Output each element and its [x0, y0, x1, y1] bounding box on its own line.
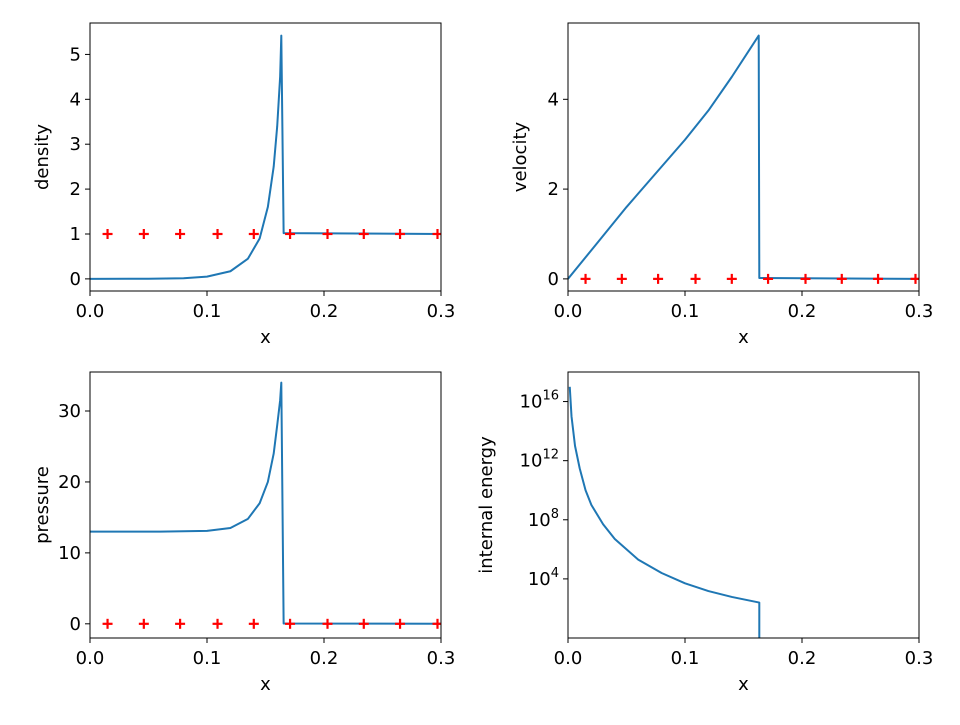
y-tick-label: 1012: [520, 448, 559, 472]
y-tick-label: 1016: [520, 389, 559, 413]
y-tick-label: 2: [70, 179, 81, 200]
data-point-marker: [726, 273, 737, 284]
y-tick-label: 20: [58, 472, 81, 493]
data-point-marker: [175, 228, 186, 239]
data-point-marker: [102, 228, 113, 239]
data-point-marker: [836, 273, 847, 284]
x-tick-label: 0.1: [671, 301, 700, 322]
data-point-marker: [248, 228, 259, 239]
data-point-marker: [285, 228, 296, 239]
x-tick-label: 0.0: [76, 648, 105, 669]
data-point-marker: [358, 228, 369, 239]
axes-frame: [567, 22, 920, 292]
axes-frame: [567, 371, 920, 639]
data-point-marker: [212, 228, 223, 239]
pressure-panel: 0.0 0.1 0.2 0.3 0 10 20 30 x pressure: [32, 371, 456, 695]
y-tick-label: 2: [548, 179, 559, 200]
plot-area: [568, 34, 919, 284]
x-tick-label: 0.0: [554, 648, 583, 669]
x-tick-label: 0.2: [310, 648, 339, 669]
data-point-marker: [322, 618, 333, 629]
data-point-marker: [616, 273, 627, 284]
x-axis-label: x: [260, 674, 271, 695]
x-tick-label: 0.1: [193, 648, 222, 669]
y-tick-label: 5: [70, 44, 81, 65]
y-tick-label: 30: [58, 401, 81, 422]
data-point-marker: [763, 273, 774, 284]
data-point-marker: [873, 273, 884, 284]
data-point-marker: [285, 618, 296, 629]
series-line: [90, 34, 441, 280]
data-point-marker: [358, 618, 369, 629]
y-tick-label: 0: [70, 614, 81, 635]
y-tick-label: 3: [70, 134, 81, 155]
plot-area: [90, 381, 441, 629]
series-line: [90, 381, 441, 625]
y-axis-label: internal energy: [476, 436, 497, 574]
x-tick-label: 0.3: [427, 648, 456, 669]
y-tick-label: 4: [548, 89, 559, 110]
x-axis-label: x: [738, 674, 749, 695]
internal-energy-panel: 0.0 0.1 0.2 0.3 104 108 1012 1016 x internal ener…: [476, 371, 934, 695]
data-point-marker: [690, 273, 701, 284]
data-point-marker: [322, 228, 333, 239]
axes-frame: [89, 371, 442, 639]
y-axis-label: density: [32, 124, 53, 190]
data-point-marker: [653, 273, 664, 284]
x-tick-label: 0.3: [905, 648, 934, 669]
x-axis-label: x: [260, 327, 271, 348]
series-line: [568, 386, 761, 638]
y-axis-label: pressure: [32, 466, 53, 544]
x-tick-label: 0.0: [76, 301, 105, 322]
plot-area: [90, 34, 441, 280]
y-tick-label: 108: [528, 507, 559, 531]
y-tick-label: 104: [528, 566, 559, 590]
x-tick-label: 0.2: [310, 301, 339, 322]
x-tick-label: 0.1: [671, 648, 700, 669]
y-axis-label: velocity: [510, 121, 531, 192]
data-point-marker: [248, 618, 259, 629]
plot-area: [568, 386, 761, 638]
x-tick-label: 0.0: [554, 301, 583, 322]
data-point-marker: [138, 228, 149, 239]
x-axis-label: x: [738, 327, 749, 348]
x-tick-label: 0.2: [788, 648, 817, 669]
x-tick-label: 0.1: [193, 301, 222, 322]
data-point-marker: [395, 618, 406, 629]
x-tick-label: 0.3: [427, 301, 456, 322]
axes-frame: [89, 22, 442, 292]
density-panel: 0.0 0.1 0.2 0.3 0 1 2 3 4 5 x density: [32, 22, 456, 348]
data-point-marker: [395, 228, 406, 239]
series-line: [568, 34, 919, 280]
data-point-marker: [800, 273, 811, 284]
x-tick-label: 0.3: [905, 301, 934, 322]
y-tick-label: 1: [70, 224, 81, 245]
data-point-marker: [138, 618, 149, 629]
x-tick-label: 0.2: [788, 301, 817, 322]
y-tick-label: 10: [58, 543, 81, 564]
y-tick-label: 0: [548, 269, 559, 290]
velocity-panel: 0.0 0.1 0.2 0.3 0 2 4 x velocity: [510, 22, 934, 348]
data-point-marker: [102, 618, 113, 629]
data-point-marker: [212, 618, 223, 629]
y-tick-label: 0: [70, 269, 81, 290]
data-point-marker: [580, 273, 591, 284]
data-point-marker: [175, 618, 186, 629]
y-tick-label: 4: [70, 89, 81, 110]
